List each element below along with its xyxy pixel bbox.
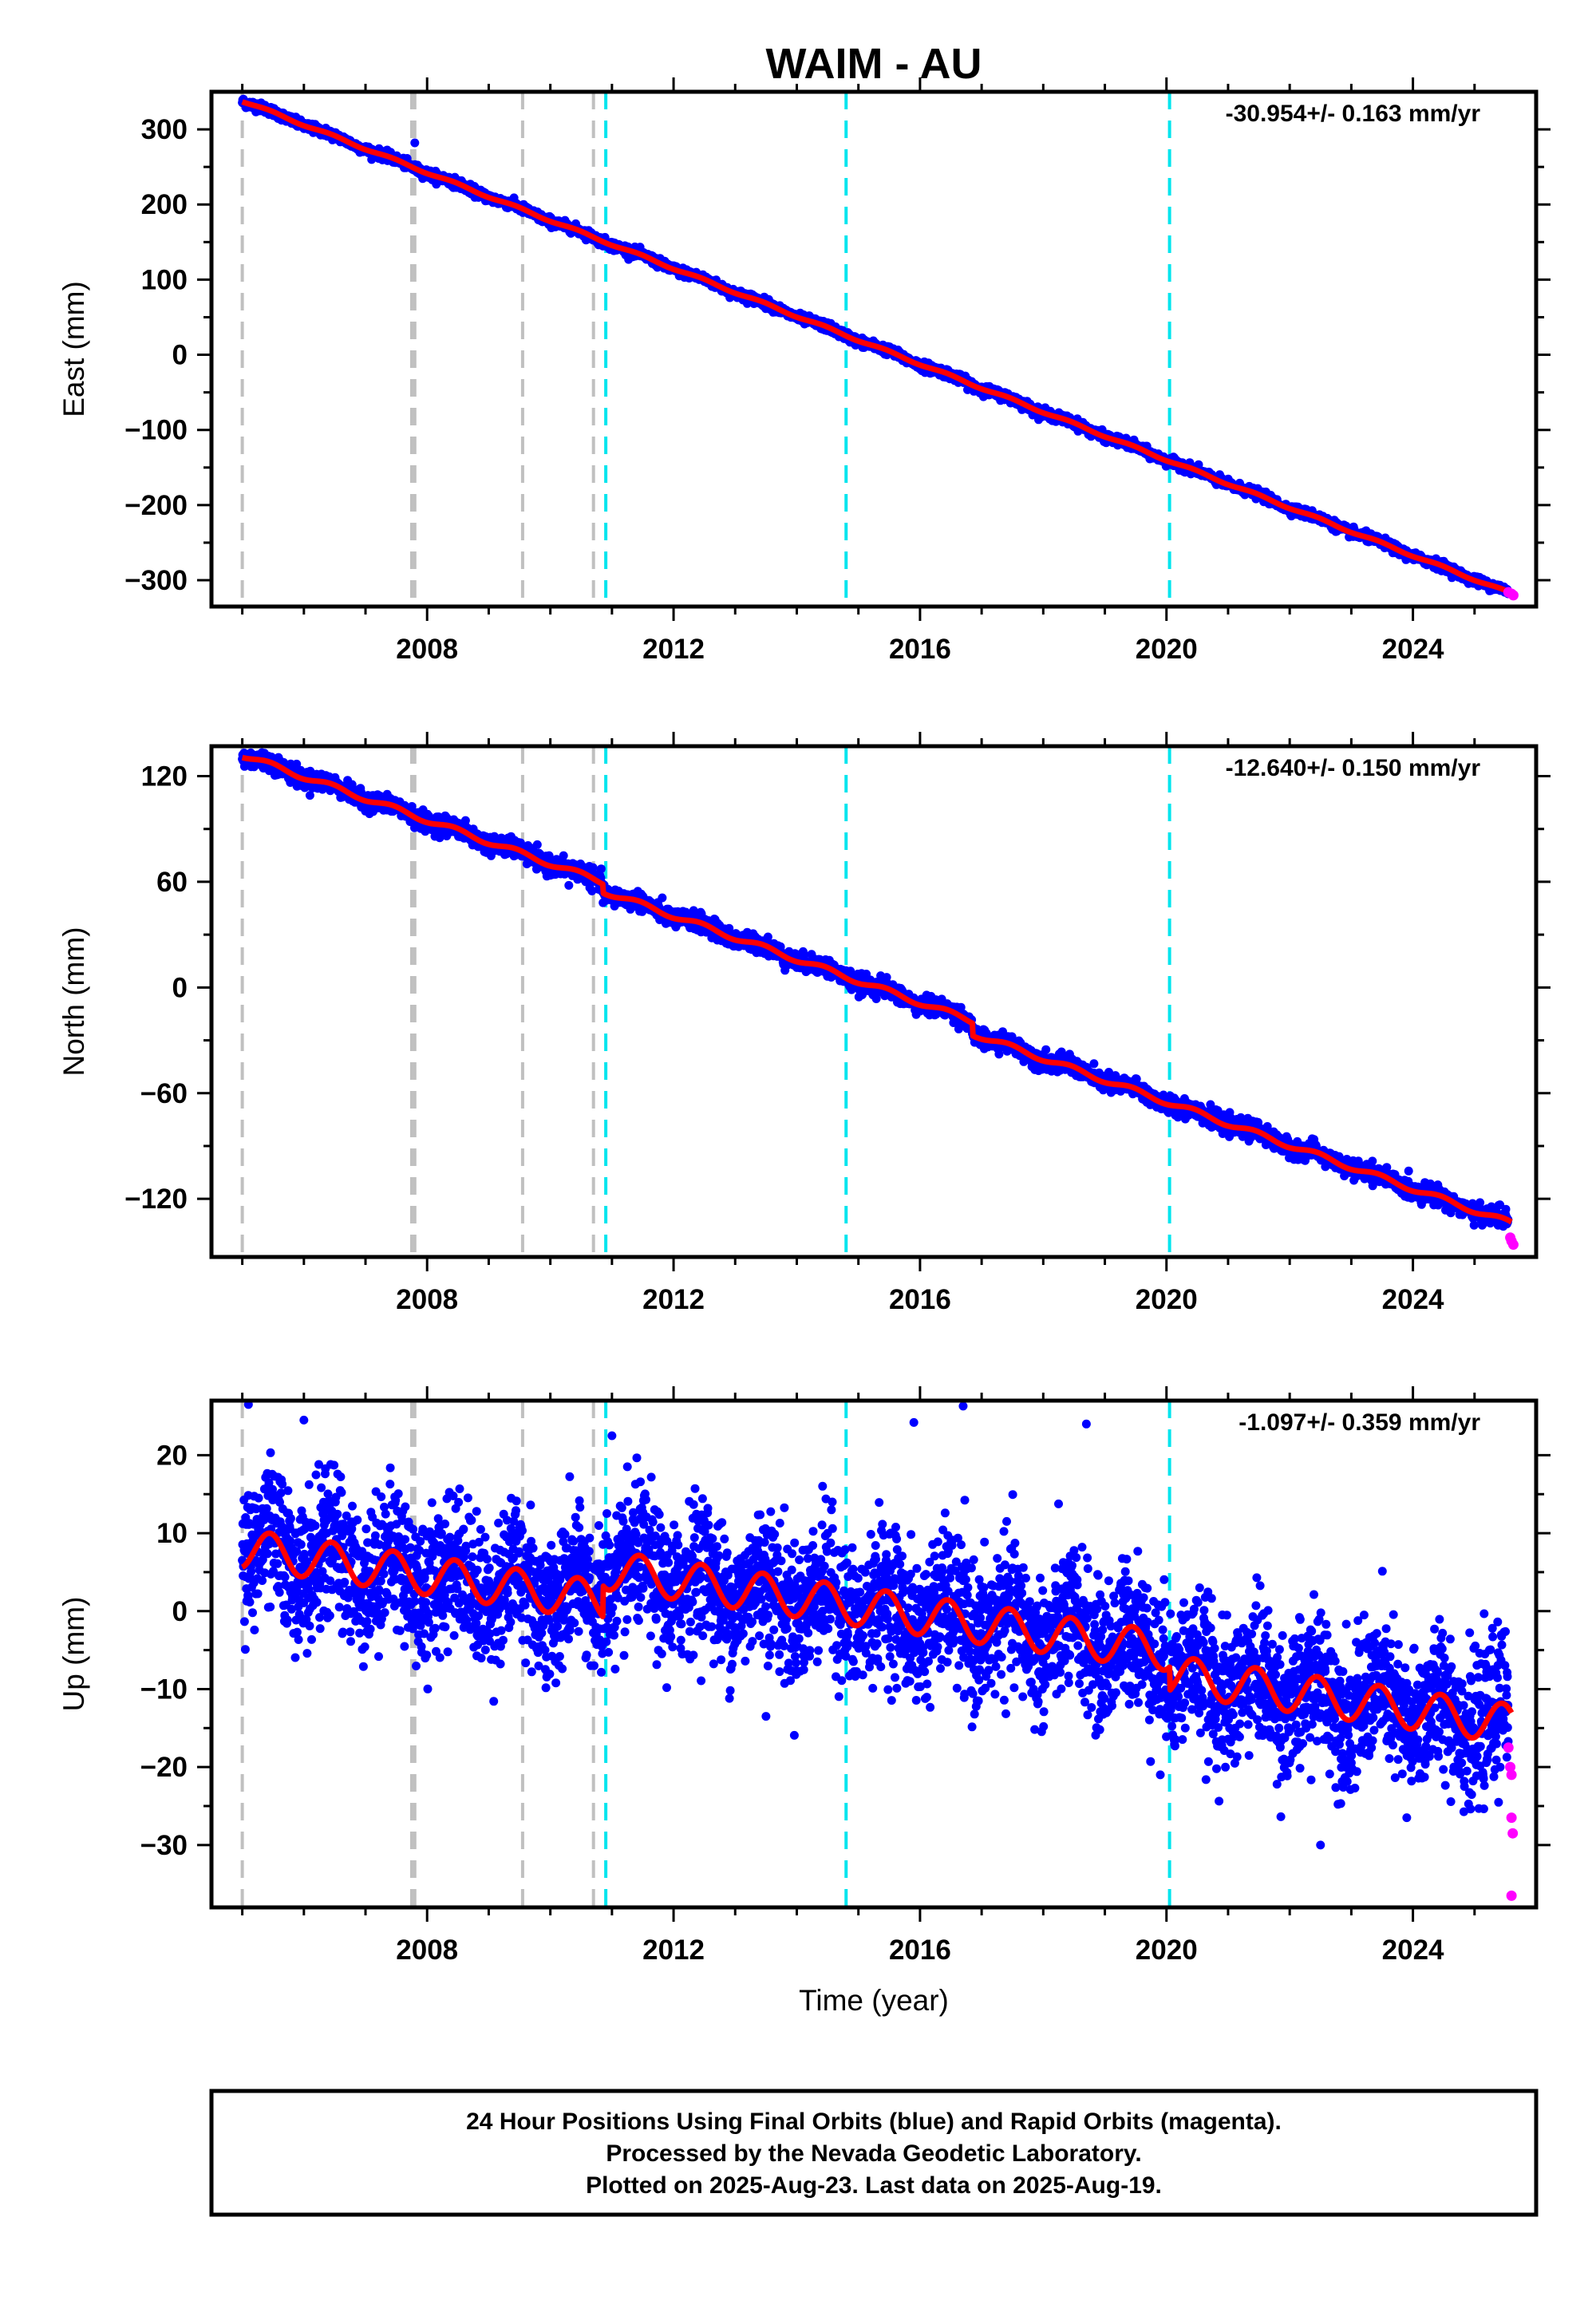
north-data-point: [597, 864, 606, 873]
east-y-tick-label-3: 0: [172, 340, 188, 371]
east-y-axis-title: East (mm): [57, 281, 90, 417]
east-x-tick-label-2012: 2012: [642, 634, 705, 665]
east-y-tick-label-2: 100: [141, 264, 188, 295]
north-data-point: [533, 840, 542, 849]
east-x-tick-label-2024: 2024: [1382, 634, 1444, 665]
east-x-tick-label-2008: 2008: [396, 634, 458, 665]
east-rapid-point-2: [1508, 590, 1519, 600]
east-y-tick-label-4: −100: [124, 415, 188, 446]
north-data-point: [461, 816, 470, 825]
north-data-point: [658, 894, 666, 903]
east-y-tick-label-5: −200: [124, 490, 188, 521]
north-data-point: [559, 852, 568, 860]
east-outlier-point-0: [410, 139, 419, 148]
east-x-tick-label-2020: 2020: [1136, 634, 1198, 665]
east-x-tick-label-2016: 2016: [889, 634, 951, 665]
east-y-tick-label-6: −300: [124, 565, 188, 596]
chart-title: WAIM - AU: [766, 40, 982, 88]
east-y-tick-label-1: 200: [141, 189, 188, 220]
east-y-tick-label-0: 300: [141, 114, 188, 145]
east-rate-label: -30.954+/- 0.163 mm/yr: [1226, 101, 1481, 127]
